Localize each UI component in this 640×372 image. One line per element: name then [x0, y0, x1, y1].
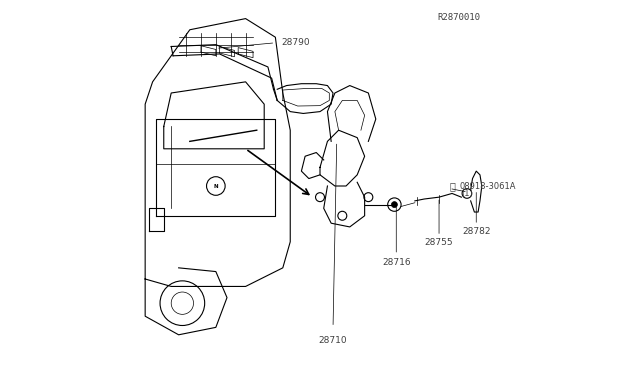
- Text: 28790: 28790: [281, 38, 310, 47]
- Text: R2870010: R2870010: [437, 13, 480, 22]
- Text: 28782: 28782: [462, 227, 490, 236]
- Text: 08918-3061A: 08918-3061A: [460, 182, 516, 190]
- Text: 28716: 28716: [382, 258, 411, 267]
- Text: 28755: 28755: [425, 238, 453, 247]
- Text: (1): (1): [461, 189, 473, 198]
- Circle shape: [392, 202, 397, 208]
- Text: Ⓝ: Ⓝ: [449, 181, 455, 191]
- Text: 28710: 28710: [319, 336, 348, 345]
- Text: N: N: [214, 183, 218, 189]
